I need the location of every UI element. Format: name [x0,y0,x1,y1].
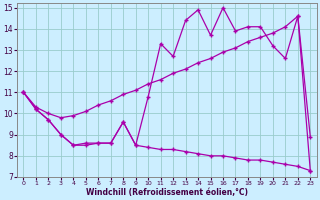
X-axis label: Windchill (Refroidissement éolien,°C): Windchill (Refroidissement éolien,°C) [86,188,248,197]
